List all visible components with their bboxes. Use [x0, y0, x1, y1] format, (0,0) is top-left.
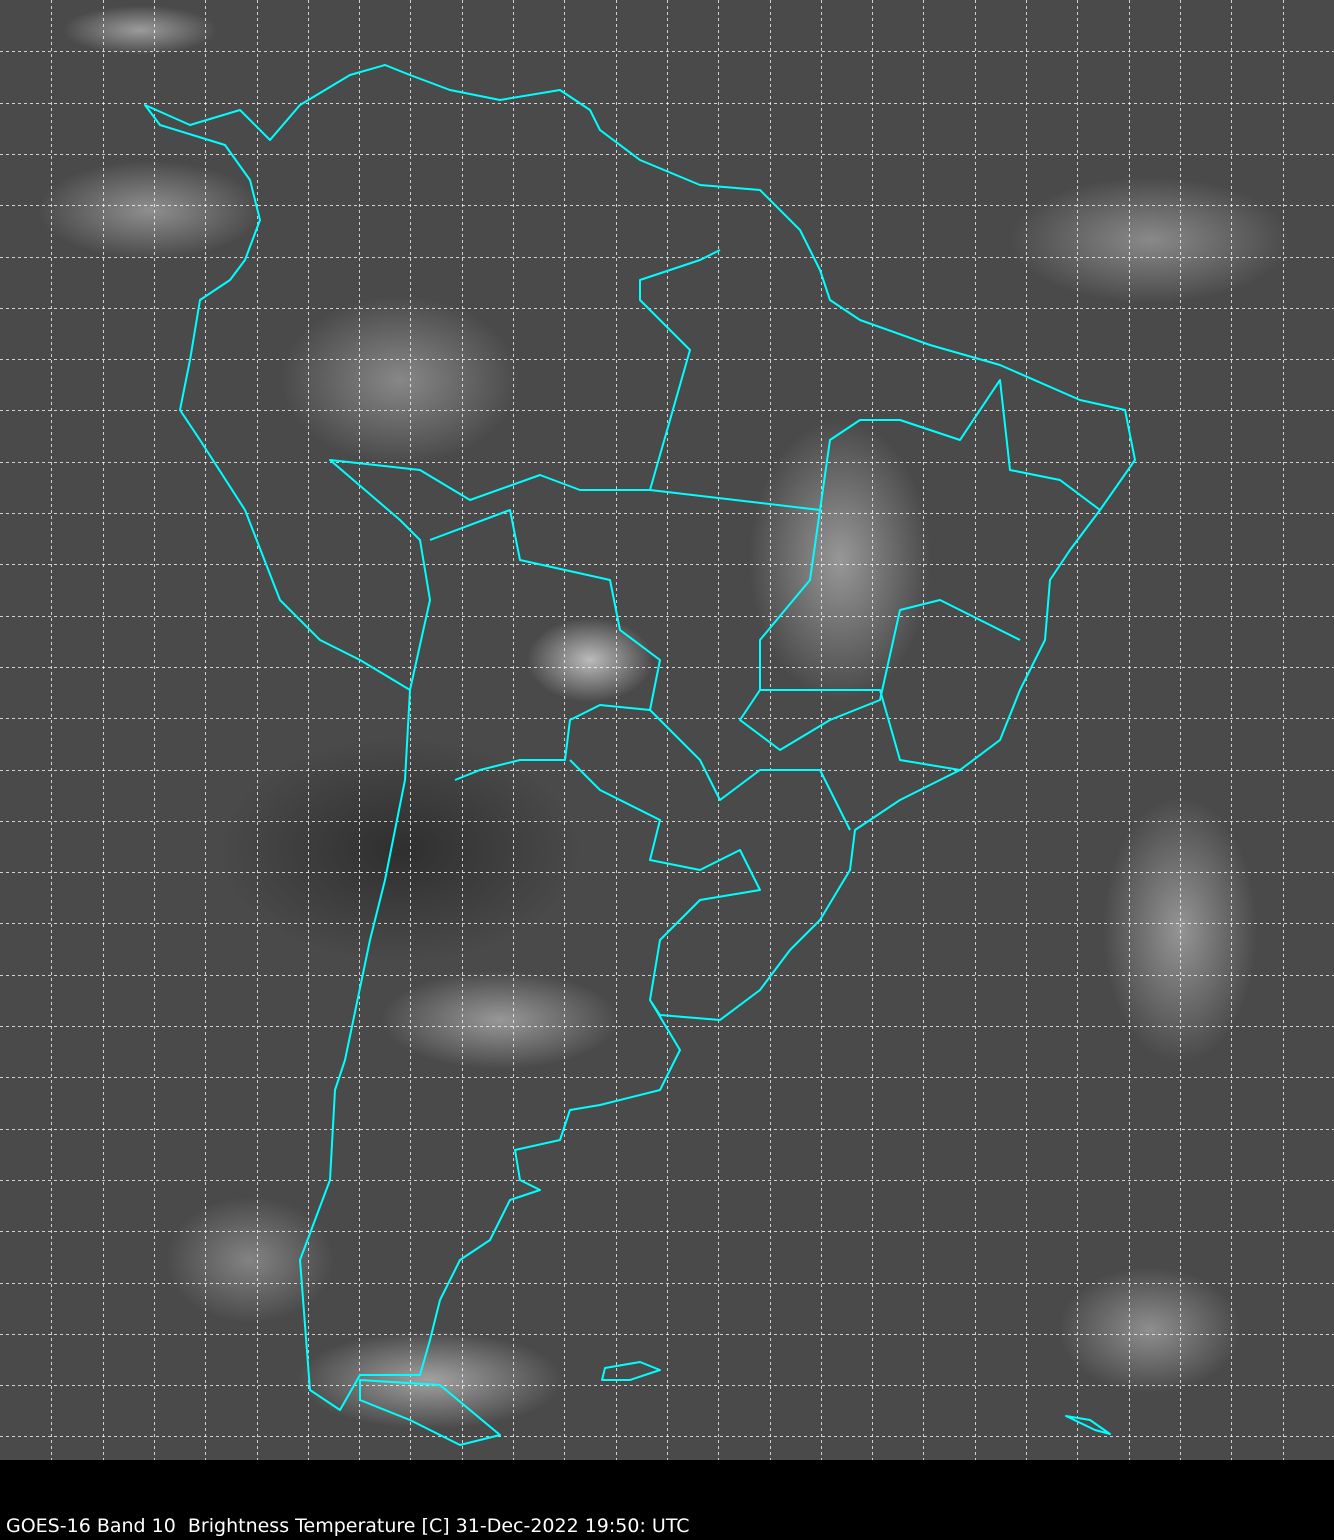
lat-lon-grid	[0, 0, 1334, 1460]
infrared-imagery	[0, 0, 1334, 1460]
image-caption: GOES-16 Band 10 Brightness Temperature […	[6, 1515, 690, 1537]
south-america-coastline	[144, 64, 1136, 1411]
tierra-del-fuego	[359, 1379, 501, 1446]
falkland-islands	[601, 1361, 661, 1381]
country-borders	[569, 759, 761, 1001]
country-borders	[649, 709, 851, 831]
map-overlay	[0, 0, 1334, 1460]
south-georgia	[1065, 1415, 1111, 1435]
state-borders	[649, 379, 1101, 511]
country-borders	[329, 249, 721, 691]
state-borders	[759, 509, 961, 771]
country-borders	[429, 509, 661, 781]
state-borders	[739, 599, 1021, 751]
